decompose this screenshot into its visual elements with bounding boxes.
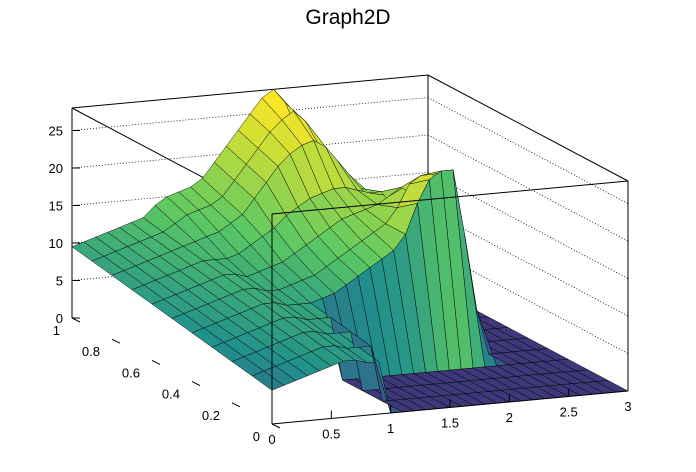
y-tick-label-4: 0.8 [82,344,100,359]
y-tick-4 [111,338,121,344]
y-tick-0 [271,423,281,429]
x-tick-label-0: 0 [268,432,275,447]
grid-line-back-z5 [71,97,429,131]
z-tick-label-1: 5 [56,274,63,289]
z-tick-label-5: 25 [49,124,63,139]
y-tick-label-0: 0 [253,429,260,444]
x-tick-label-5: 2.5 [560,405,578,420]
y-tick-label-5: 1 [53,323,60,338]
y-tick-label-1: 0.2 [202,408,220,423]
y-tick-label-2: 0.4 [162,387,180,402]
y-tick-5 [71,317,81,323]
tick-marks [71,130,629,429]
wall-edge-right-top [427,74,629,182]
x-tick-label-1: 0.5 [322,427,340,442]
x-tick-label-6: 3 [624,399,631,414]
chart-title: Graph2D [305,6,390,29]
frame-front-top [271,180,629,215]
x-tick-label-3: 1.5 [441,416,459,431]
y-tick-3 [151,359,161,365]
z-tick-label-0: 0 [56,311,63,326]
y-tick-2 [191,381,201,387]
y-tick-1 [231,402,241,408]
wall-edge-back-top [71,74,429,109]
z-tick-label-2: 10 [49,236,63,251]
x-tick-label-4: 2 [506,410,513,425]
z-tick-label-3: 15 [49,199,63,214]
x-tick-label-2: 1 [387,421,394,436]
y-tick-label-3: 0.6 [122,365,140,380]
z-tick-label-4: 20 [49,161,63,176]
surface-mesh [71,89,629,414]
grid-line-back-z4 [71,134,429,169]
grid-line-back-z3 [71,172,429,206]
